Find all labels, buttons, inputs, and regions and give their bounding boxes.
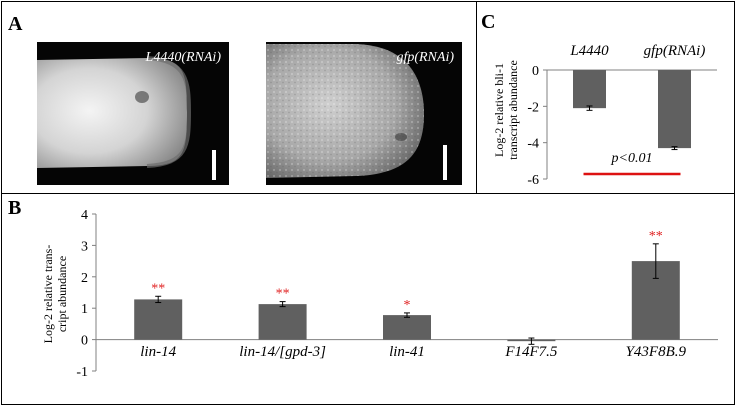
chart-c-ytick-label-0: 0 [532, 64, 539, 79]
chart-b-category-label-3: F14F7.5 [504, 344, 558, 360]
chart-b-ylabel-line2: cript abundance [55, 256, 69, 332]
chart-b-significance-1: ** [276, 287, 290, 302]
chart-c-ytick-label-2: -4 [527, 137, 539, 152]
chart-c-ylabel: Log-2 relative bli-1 transcript abundanc… [492, 60, 520, 160]
chart-c-category-label-1: gfp(RNAi) [644, 43, 706, 59]
chart-b-category-label-0: lin-14 [140, 344, 176, 360]
chart-b-ytick-label-4: 3 [81, 239, 88, 254]
panel-c-letter: C [481, 11, 496, 33]
scale-bar-left [212, 150, 216, 180]
chart-b-bar-0 [134, 299, 183, 340]
chart-b-ytick-label-1: 0 [81, 334, 88, 349]
chart-c-bar-1 [658, 70, 691, 149]
chart-b-ylabel-line1: Log-2 relative trans- [41, 245, 55, 344]
chart-b-bar-2 [383, 315, 431, 340]
chart-b-ytick-label-5: 4 [81, 208, 88, 223]
chart-b-ytick-label-3: 2 [81, 271, 88, 286]
panel-b-frame [1, 193, 735, 405]
chart-c-ylabel-line1: Log-2 relative bli-1 [492, 63, 506, 157]
chart-b-bar-1 [258, 304, 307, 340]
chart-b-category-label-1: lin-14/[gpd-3] [239, 344, 326, 360]
chart-b-significance-2: * [404, 298, 411, 313]
chart-b-ytick-label-0: -1 [76, 365, 88, 380]
chart-b-significance-0: ** [151, 281, 165, 296]
chart-c-bar-0 [573, 70, 606, 109]
label-l4440: L4440(RNAi) [145, 50, 221, 65]
chart-c-ytick-label-3: -6 [527, 173, 539, 188]
panel-a-letter: A [8, 13, 23, 35]
chart-b-ytick-label-2: 1 [81, 302, 88, 317]
chart-b-category-label-2: lin-41 [389, 344, 425, 360]
chart-c: Log-2 relative bli-1 transcript abundanc… [492, 43, 717, 188]
chart-b-significance-4: ** [649, 229, 663, 244]
chart-b: Log-2 relative trans- cript abundance -1… [41, 208, 718, 380]
label-gfp: gfp(RNAi) [396, 50, 454, 65]
worm-head-l4440 [37, 56, 192, 168]
chart-c-ylabel-line2: transcript abundance [506, 60, 520, 160]
micrograph-gfp: gfp(RNAi) [266, 42, 462, 185]
micrograph-l4440: L4440(RNAi) [37, 42, 229, 185]
chart-b-category-label-4: Y43F8B.9 [626, 344, 687, 360]
chart-b-ylabel: Log-2 relative trans- cript abundance [41, 245, 69, 344]
chart-c-ytick-label-1: -2 [527, 100, 539, 115]
panel-b-letter: B [8, 197, 22, 219]
worm-head-gfp [266, 44, 424, 178]
scale-bar-right [443, 145, 447, 180]
chart-c-category-label-0: L4440 [569, 43, 609, 59]
chart-c-pvalue-label: p<0.01 [611, 151, 653, 166]
